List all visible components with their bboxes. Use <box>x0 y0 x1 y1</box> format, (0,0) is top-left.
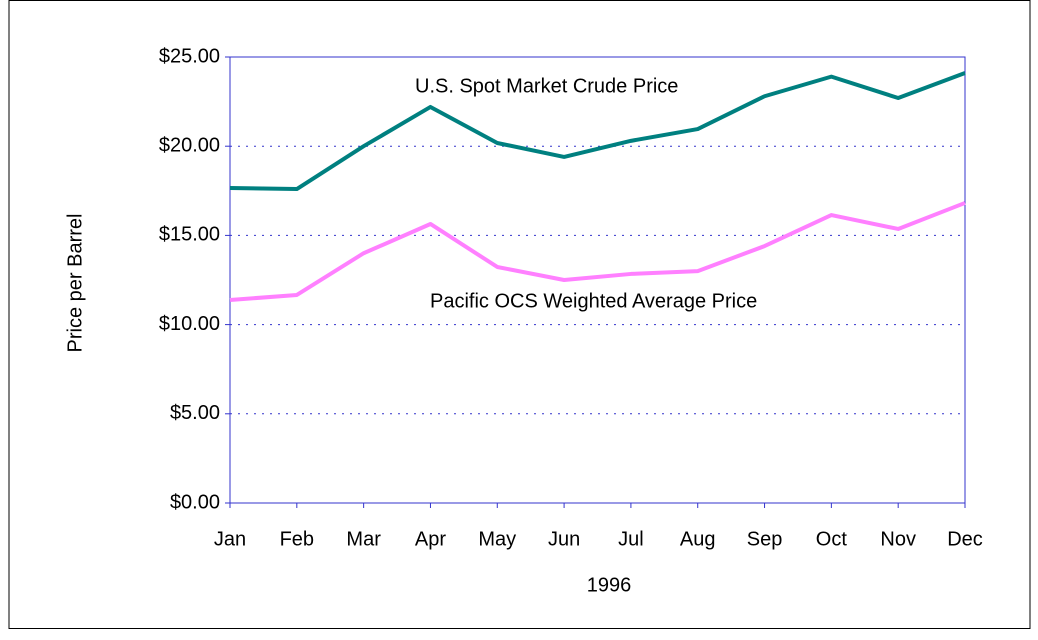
x-tick-label: Apr <box>415 528 446 550</box>
y-tick-label: $0.00 <box>170 491 220 513</box>
x-axis-label: 1996 <box>587 574 632 596</box>
y-tick-label: $5.00 <box>170 402 220 424</box>
y-axis-label: Price per Barrel <box>64 214 86 353</box>
chart-border <box>8 0 1031 629</box>
series-label: Pacific OCS Weighted Average Price <box>430 290 757 312</box>
x-tick-label: Dec <box>947 528 983 550</box>
x-tick-label: Mar <box>346 528 381 550</box>
x-tick-label: Oct <box>816 528 848 550</box>
x-tick-label: Jun <box>548 528 580 550</box>
x-tick-label: Jan <box>214 528 246 550</box>
series-line <box>229 71 966 192</box>
series-line <box>229 201 966 302</box>
x-tick-label: Nov <box>880 528 916 550</box>
y-tick-label: $20.00 <box>159 134 220 156</box>
plot-area <box>229 56 966 504</box>
x-tick-label: Feb <box>280 528 314 550</box>
y-tick-label: $10.00 <box>159 313 220 335</box>
y-tick-label: $25.00 <box>159 45 220 67</box>
series-label: U.S. Spot Market Crude Price <box>415 75 678 97</box>
x-tick-label: Aug <box>680 528 716 550</box>
x-tick-label: May <box>478 528 516 550</box>
x-tick-label: Sep <box>747 528 783 550</box>
x-tick-label: Jul <box>618 528 644 550</box>
y-tick-label: $15.00 <box>159 224 220 246</box>
